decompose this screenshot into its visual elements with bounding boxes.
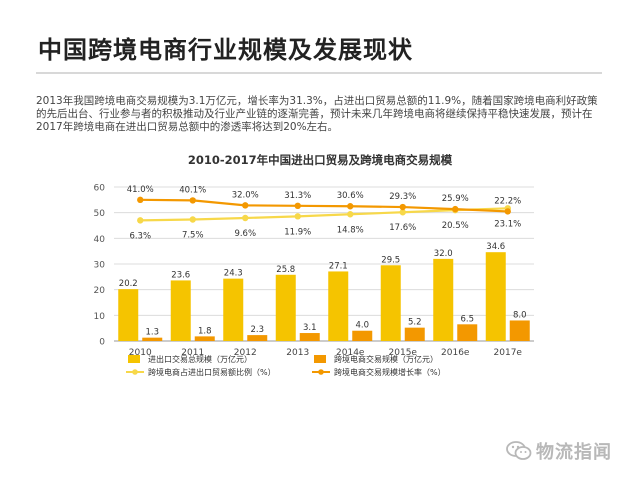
legend-entry: 跨境电商交易规模（万亿元） — [334, 354, 438, 364]
x-tick-label: 2013 — [286, 348, 309, 358]
line-data-label: 20.5% — [442, 221, 469, 231]
line-data-label: 11.9% — [284, 227, 311, 237]
bar-data-label: 8.0 — [513, 310, 527, 320]
x-tick-label: 2015e — [389, 348, 418, 358]
legend-swatch — [314, 355, 326, 363]
line-data-label: 14.8% — [337, 225, 364, 235]
bar-trade-total — [223, 278, 244, 341]
intro-paragraph: 2013年我国跨境电商交易规模为3.1万亿元，增长率为31.3%，占进出口贸易总… — [36, 95, 598, 133]
y-tick-label: 0 — [99, 338, 105, 348]
line-data-label: 30.6% — [337, 191, 364, 201]
line-share-ratio — [140, 207, 508, 222]
bar-cross-border — [457, 324, 478, 341]
line-data-label: 23.1% — [494, 219, 521, 229]
line-point — [137, 196, 144, 204]
bar-data-label: 3.1 — [303, 323, 317, 333]
bar-data-label: 20.2 — [119, 279, 138, 289]
bar-data-label: 6.5 — [460, 314, 474, 324]
line-point — [189, 197, 196, 204]
line-point — [242, 202, 249, 209]
bar-data-label: 1.3 — [145, 328, 159, 338]
line-point — [399, 209, 406, 216]
x-tick-label: 2011 — [181, 348, 204, 358]
legend-swatch-marker — [318, 369, 324, 375]
bar-data-label: 5.2 — [408, 318, 422, 328]
x-tick-label: 2016e — [441, 348, 470, 358]
line-data-label: 41.0% — [127, 185, 154, 195]
bar-cross-border — [247, 335, 268, 341]
y-tick-label: 20 — [94, 286, 106, 296]
line-point — [452, 205, 459, 213]
bar-cross-border — [194, 336, 215, 341]
bar-trade-total — [275, 274, 296, 341]
x-tick-label: 2012 — [234, 348, 257, 358]
line-data-label: 7.5% — [182, 231, 204, 241]
page-title: 中国跨境电商行业规模及发展现状 — [38, 36, 413, 64]
line-point — [399, 203, 406, 211]
bar-data-label: 29.5 — [381, 255, 400, 265]
line-data-label: 17.6% — [389, 223, 416, 233]
bar-trade-total — [118, 289, 139, 341]
line-data-label: 32.0% — [232, 190, 259, 200]
bar-cross-border — [404, 327, 425, 341]
line-point — [294, 213, 301, 220]
bar-data-label: 25.8 — [276, 265, 295, 275]
legend-swatch-marker — [132, 369, 138, 375]
y-tick-label: 40 — [94, 235, 106, 245]
bar-trade-total — [485, 252, 506, 341]
legend-entry: 进出口交易总规模（万亿元） — [148, 354, 252, 364]
y-tick-label: 30 — [94, 261, 106, 271]
line-data-label: 9.6% — [234, 229, 256, 239]
bar-data-label: 32.0 — [434, 249, 453, 259]
watermark-text: 物流指闻 — [536, 442, 612, 463]
bar-cross-border — [142, 337, 163, 341]
bar-data-label: 27.1 — [329, 261, 348, 271]
line-point — [504, 208, 511, 215]
line-data-label: 25.9% — [442, 194, 469, 204]
bar-data-label: 24.3 — [224, 269, 243, 279]
legend-entry: 跨境电商占进出口贸易额比例（%） — [148, 367, 276, 377]
chart-title: 2010-2017年中国进出口贸易及跨境电商交易规模 — [187, 153, 453, 167]
legend-swatch — [128, 355, 140, 363]
bar-trade-total — [328, 271, 349, 341]
x-tick-label: 2017e — [494, 348, 523, 358]
line-point — [347, 211, 354, 218]
bar-trade-total — [380, 265, 401, 341]
line-growth-rate — [140, 198, 508, 213]
x-tick-label: 2014e — [336, 348, 365, 358]
x-tick-label: 2010 — [129, 348, 152, 358]
line-data-label: 40.1% — [179, 185, 206, 195]
bar-trade-total — [170, 280, 191, 341]
line-point — [294, 202, 301, 210]
bar-data-label: 2.3 — [250, 325, 264, 335]
bar-cross-border — [352, 330, 373, 341]
y-tick-label: 50 — [94, 209, 106, 219]
line-data-label: 31.3% — [284, 191, 311, 201]
bar-data-label: 1.8 — [198, 326, 212, 336]
bar-data-label: 4.0 — [355, 321, 369, 331]
watermark: 物流指闻 — [506, 438, 612, 464]
line-point — [189, 216, 196, 223]
line-point — [137, 217, 144, 224]
wechat-icon — [506, 441, 532, 460]
legend-entry: 跨境电商交易规模增长率（%） — [334, 367, 446, 377]
line-point — [242, 214, 249, 222]
line-point — [347, 203, 354, 210]
line-data-label: 22.2% — [494, 196, 521, 206]
y-tick-label: 60 — [94, 184, 106, 194]
y-tick-label: 10 — [94, 312, 106, 322]
bar-data-label: 34.6 — [486, 242, 505, 252]
bar-cross-border — [509, 320, 530, 341]
line-data-label: 29.3% — [389, 192, 416, 202]
bar-cross-border — [299, 333, 320, 341]
line-data-label: 6.3% — [129, 231, 151, 241]
bar-data-label: 23.6 — [171, 270, 190, 280]
bar-trade-total — [433, 258, 454, 341]
title-divider — [36, 72, 602, 74]
